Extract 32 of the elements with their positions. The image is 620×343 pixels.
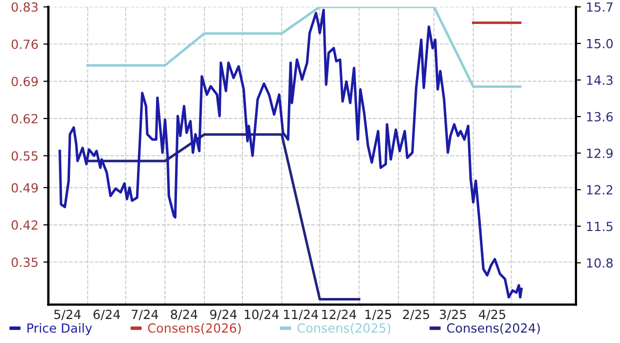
y2-tick-label: 12.2 [587,185,612,194]
x-tick-label: 2/25 [403,310,430,320]
x-tick-label: 9/24 [210,310,237,320]
y2-tick-label: 12.9 [587,148,613,158]
legend-label: Consens(2026) [148,323,241,334]
y2-tick-label: 13.6 [587,112,613,122]
x-tick-label: 3/25 [440,310,466,320]
x-tick-label: 10/24 [244,310,279,320]
y-tick-label: 0.83 [12,2,38,12]
x-tick-label: 11/24 [284,310,318,320]
y-tick-label: 0.76 [12,40,38,49]
x-tick-label: 7/24 [132,310,158,320]
x-tick-label: 12/24 [322,310,356,320]
y-tick-label: 0.55 [12,151,38,161]
legend-label: Consens(2024) [447,323,540,334]
x-tick-label: 6/24 [94,310,120,320]
y-tick-label: 0.42 [12,220,38,230]
y2-tick-label: 15.7 [587,2,612,12]
x-tick-label: 5/24 [54,310,81,320]
y-tick-label: 0.69 [12,76,38,86]
y2-tick-label: 15.0 [587,38,613,48]
legend-label: Price Daily [27,323,92,336]
x-tick-label: 4/25 [478,310,506,320]
y-tick-label: 0.62 [12,114,38,124]
y2-tick-label: 11.5 [587,222,612,232]
x-tick-label: 8/24 [170,310,198,320]
y2-tick-label: 14.3 [587,75,613,85]
y-tick-label: 0.35 [12,258,38,267]
y2-tick-label: 10.8 [587,258,613,268]
y-tick-label: 0.49 [12,183,38,193]
x-tick-label: 1/25 [365,310,392,320]
legend-label: Consens(2025) [298,323,390,334]
